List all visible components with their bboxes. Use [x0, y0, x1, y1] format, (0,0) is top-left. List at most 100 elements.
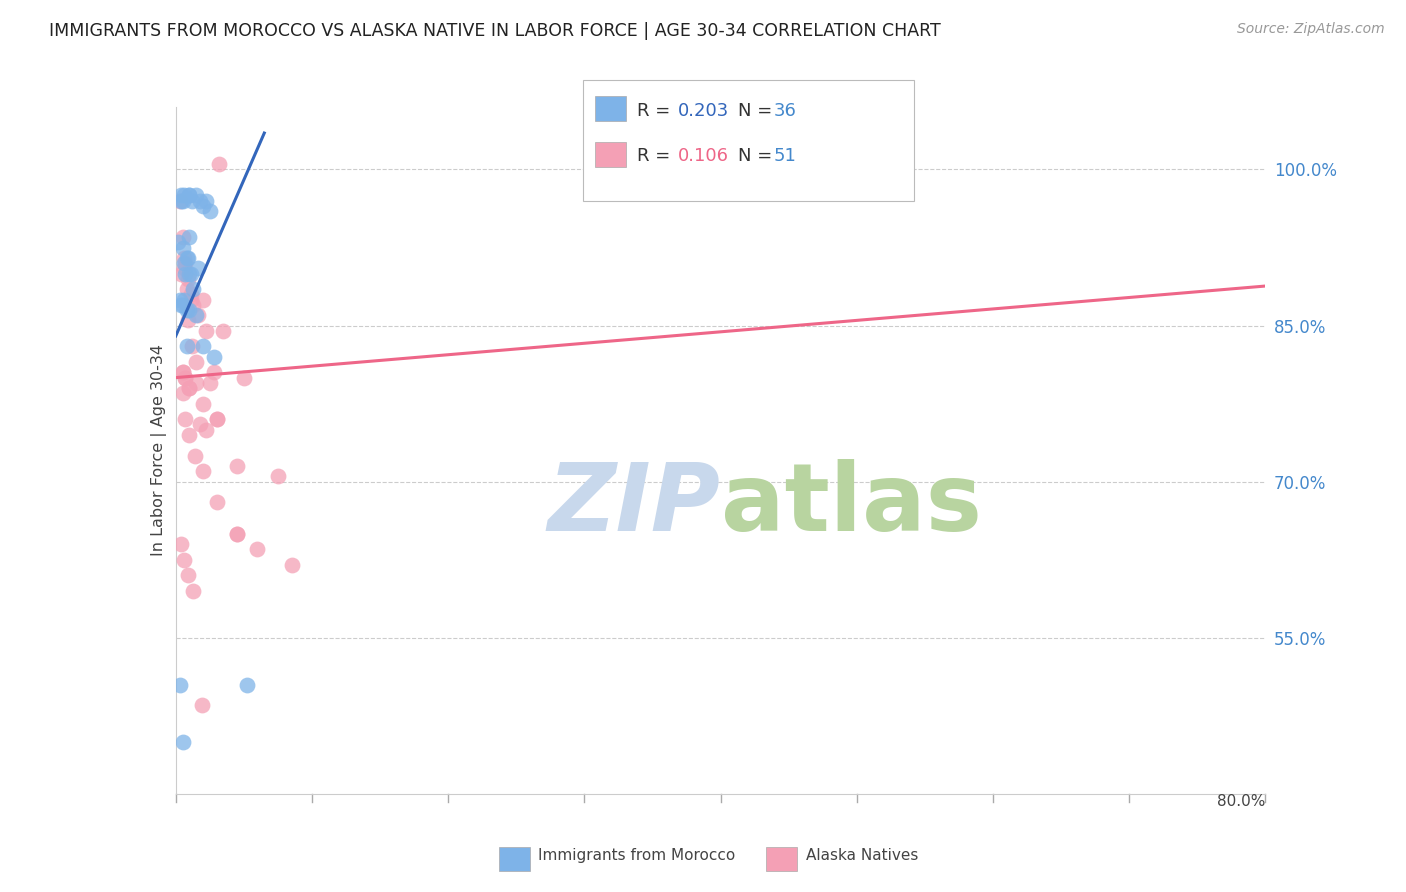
Text: N =: N = [738, 147, 778, 165]
Text: 80.0%: 80.0% [1218, 794, 1265, 809]
Point [183, 583, 205, 598]
Text: 0.106: 0.106 [678, 147, 728, 165]
Point [174, 370, 197, 384]
Point [170, 188, 193, 202]
Point [205, 495, 228, 509]
Point [212, 324, 235, 338]
Point [191, 339, 214, 353]
Point [184, 449, 207, 463]
Point [179, 188, 201, 202]
Point [173, 261, 195, 276]
Point [170, 267, 193, 281]
Point [186, 355, 208, 369]
Point [191, 396, 214, 410]
Point [169, 293, 191, 307]
Point [172, 194, 194, 208]
Text: 36: 36 [773, 102, 796, 120]
Point [188, 194, 211, 208]
Point [174, 370, 197, 384]
Text: N =: N = [738, 102, 778, 120]
Text: Immigrants from Morocco: Immigrants from Morocco [538, 848, 735, 863]
Point [191, 293, 214, 307]
Point [174, 412, 197, 426]
Point [208, 157, 231, 171]
Text: 51: 51 [773, 147, 796, 165]
Point [186, 376, 208, 390]
Point [280, 558, 302, 572]
Point [170, 194, 193, 208]
Text: R =: R = [637, 102, 676, 120]
Point [183, 282, 205, 296]
Point [191, 464, 214, 478]
Point [202, 365, 225, 379]
Point [174, 256, 197, 270]
Point [169, 194, 191, 208]
Point [205, 412, 228, 426]
Point [173, 188, 195, 202]
Point [226, 526, 249, 541]
Y-axis label: In Labor Force | Age 30-34: In Labor Force | Age 30-34 [152, 344, 167, 557]
Point [173, 256, 195, 270]
Point [167, 235, 190, 250]
Point [267, 469, 290, 483]
Point [180, 267, 202, 281]
Point [173, 251, 195, 265]
Point [179, 427, 201, 442]
Point [172, 365, 194, 379]
Text: IMMIGRANTS FROM MOROCCO VS ALASKA NATIVE IN LABOR FORCE | AGE 30-34 CORRELATION : IMMIGRANTS FROM MOROCCO VS ALASKA NATIVE… [49, 22, 941, 40]
Point [176, 339, 198, 353]
Point [173, 293, 195, 307]
Point [198, 376, 221, 390]
Point [172, 735, 194, 749]
Point [226, 526, 249, 541]
Point [202, 350, 225, 364]
Point [180, 293, 202, 307]
Text: Alaska Natives: Alaska Natives [806, 848, 918, 863]
Point [173, 552, 195, 567]
Point [183, 298, 205, 312]
Point [176, 282, 198, 296]
Point [180, 287, 202, 301]
Point [194, 324, 217, 338]
Point [198, 204, 221, 219]
Point [186, 308, 209, 322]
Point [179, 381, 201, 395]
Point [177, 251, 200, 265]
Point [172, 298, 194, 312]
Point [235, 678, 257, 692]
Point [246, 542, 269, 557]
Point [188, 417, 211, 432]
Point [179, 188, 201, 202]
Point [232, 370, 254, 384]
Point [177, 271, 200, 285]
Point [179, 381, 201, 395]
Point [179, 303, 201, 318]
Point [174, 267, 197, 281]
Point [176, 303, 198, 318]
Point [170, 298, 193, 312]
Point [177, 313, 200, 327]
Point [190, 698, 212, 713]
Point [181, 194, 204, 208]
Point [226, 458, 249, 473]
Point [186, 261, 209, 276]
Point [177, 568, 200, 582]
Point [170, 537, 193, 551]
Point [205, 412, 228, 426]
Point [172, 365, 194, 379]
Text: atlas: atlas [721, 459, 981, 551]
Point [186, 188, 208, 202]
Text: R =: R = [637, 147, 676, 165]
Point [176, 251, 198, 265]
Point [172, 240, 194, 255]
Point [191, 199, 214, 213]
Point [179, 267, 201, 281]
Text: ZIP: ZIP [548, 459, 721, 551]
Point [172, 230, 194, 244]
Point [169, 678, 191, 692]
Point [186, 308, 208, 322]
Point [194, 194, 217, 208]
Point [179, 230, 201, 244]
Point [172, 386, 194, 401]
Point [181, 339, 204, 353]
